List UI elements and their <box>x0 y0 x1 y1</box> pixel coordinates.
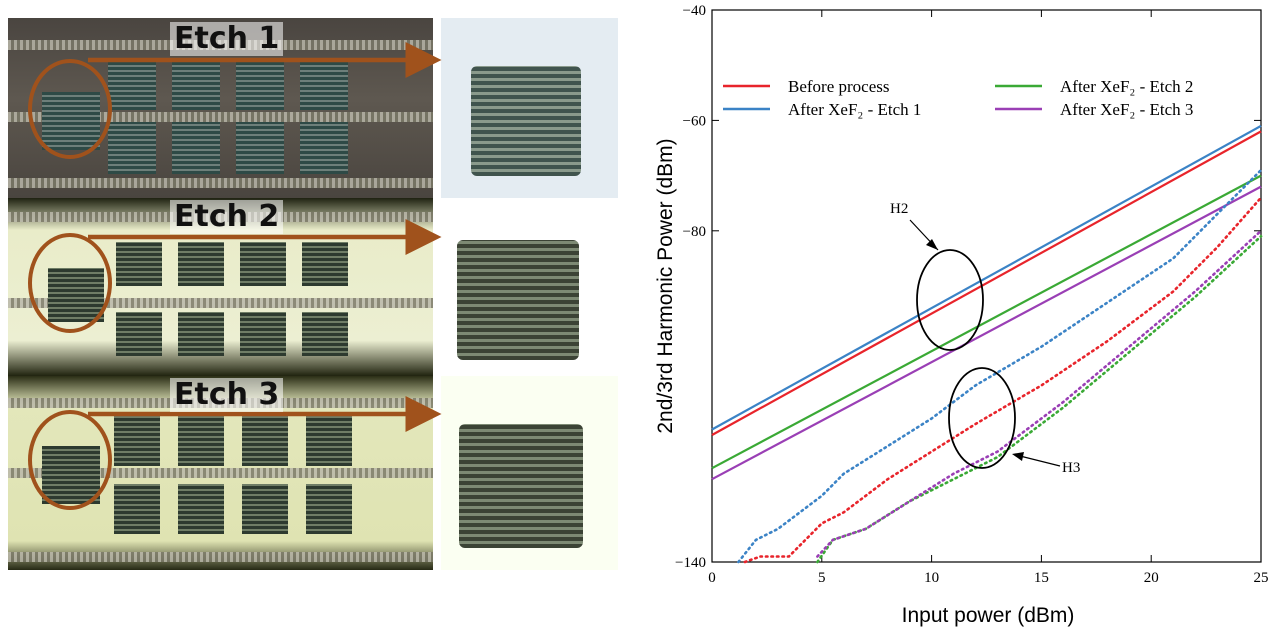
resonator-pad <box>42 92 100 150</box>
resonator-pad <box>306 416 352 466</box>
resonator-pad <box>178 484 224 534</box>
bond-pad-strip <box>8 552 433 562</box>
resonator-pad <box>178 312 224 356</box>
legend-label-etch2: After XeF₂ - Etch 2 <box>1060 77 1193 96</box>
x-tick-label: 10 <box>924 570 939 586</box>
h3-arrow-icon <box>1012 452 1024 461</box>
highlight-circle-etch1 <box>28 59 112 159</box>
resonator-pad <box>178 416 224 466</box>
resonator-pad <box>178 242 224 286</box>
legend-label-etch1: After XeF₂ - Etch 1 <box>788 100 921 119</box>
resonator-closeup <box>471 66 581 176</box>
zoom-photo-etch3 <box>441 376 618 570</box>
highlight-circle-etch2 <box>28 233 112 333</box>
series-line-h3-5 <box>737 168 1263 564</box>
resonator-closeup <box>457 240 579 360</box>
series-line-h3-7 <box>816 229 1263 558</box>
y-tick-label: −140 <box>675 555 706 571</box>
resonator-pad <box>236 122 284 174</box>
x-axis-title: Input power (dBm) <box>902 604 1075 627</box>
series-line-h2-0 <box>711 130 1262 436</box>
etch-label-3: Etch 3 <box>170 378 284 412</box>
resonator-pad <box>116 312 162 356</box>
resonator-pad <box>236 58 284 110</box>
h2-ellipse <box>916 249 984 351</box>
bond-pad-strip <box>8 112 433 122</box>
zoom-photo-etch2 <box>441 198 618 376</box>
resonator-pad <box>114 416 160 466</box>
annotation-h2: H2 <box>890 201 984 351</box>
resonator-pad <box>240 312 286 356</box>
resonator-pad <box>172 58 220 110</box>
h2-label: H2 <box>890 201 908 217</box>
legend-label-etch3: After XeF₂ - Etch 3 <box>1060 100 1193 119</box>
resonator-pad <box>300 58 348 110</box>
y-tick-label: −60 <box>683 113 706 129</box>
highlight-overlay <box>28 42 442 510</box>
highlight-circle-etch3 <box>28 410 112 510</box>
resonator-pad <box>108 58 156 110</box>
resonator-pad <box>302 312 348 356</box>
x-tick-label: 0 <box>708 570 716 586</box>
resonator-pad <box>300 122 348 174</box>
x-tick-label: 25 <box>1254 570 1269 586</box>
resonator-pad <box>48 268 104 322</box>
bond-pad-strip <box>8 298 433 308</box>
etch-label-2: Etch 2 <box>170 200 284 234</box>
series-line-h2-2 <box>711 174 1262 470</box>
resonator-pad <box>114 484 160 534</box>
h3-label: H3 <box>1062 460 1080 476</box>
series-layer <box>711 124 1263 564</box>
resonator-pad <box>242 484 288 534</box>
resonator-pad <box>172 122 220 174</box>
y-tick-label: −40 <box>683 3 706 19</box>
zoom-photo-etch1 <box>441 18 618 198</box>
resonator-pad <box>306 484 352 534</box>
h3-ellipse <box>948 367 1016 469</box>
resonator-pad <box>302 242 348 286</box>
y-axis-title: 2nd/3rd Harmonic Power (dBm) <box>654 138 677 433</box>
harmonic-power-chart: −140 −80 −60 −40 0 5 10 15 20 25 Before process … <box>654 3 1269 627</box>
etch-label-1: Etch 1 <box>170 22 284 56</box>
resonator-closeup <box>459 424 583 548</box>
bond-pad-strip <box>8 468 433 478</box>
resonator-pad <box>108 122 156 174</box>
resonator-pad <box>116 242 162 286</box>
legend: Before process After XeF₂ - Etch 1 After… <box>723 77 1193 119</box>
legend-label-before: Before process <box>788 77 890 96</box>
y-tick-label: −80 <box>683 224 706 240</box>
h2-arrow-icon <box>926 239 938 250</box>
x-tick-label: 20 <box>1144 570 1159 586</box>
resonator-pad <box>240 242 286 286</box>
plot-frame <box>711 9 1262 563</box>
y-axis: −140 −80 −60 −40 <box>675 3 1261 571</box>
annotation-h3: H3 <box>948 367 1080 476</box>
x-tick-label: 5 <box>818 570 826 586</box>
x-axis: 0 5 10 15 20 25 <box>708 10 1269 586</box>
series-line-h2-3 <box>711 185 1262 481</box>
resonator-pad <box>242 416 288 466</box>
bond-pad-strip <box>8 178 433 188</box>
series-line-h2-1 <box>711 124 1262 431</box>
resonator-pad <box>42 446 100 504</box>
h3-pointer <box>1019 455 1061 467</box>
x-tick-label: 15 <box>1034 570 1049 586</box>
series-line-h3-4 <box>743 196 1263 564</box>
micrograph-panel: Etch 1 Etch 2 Etch 3 <box>8 18 618 570</box>
